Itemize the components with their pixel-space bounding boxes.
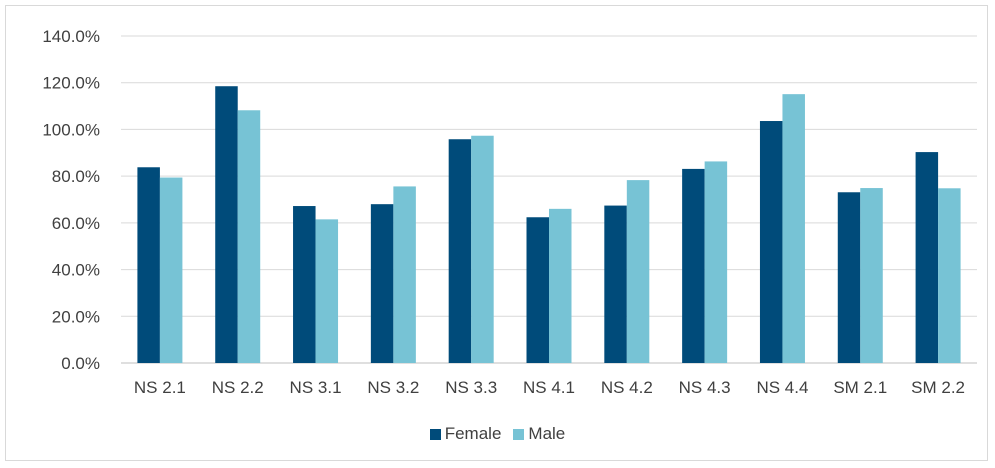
bar-male-ns-4-2: [626, 180, 650, 363]
legend-item-female: Female: [429, 424, 502, 444]
bar-male-sm-2-2: [938, 188, 961, 363]
bar-female-ns-2-2: [215, 86, 238, 363]
bar-male-ns-3-3: [471, 135, 494, 363]
legend-label-female: Female: [444, 424, 502, 443]
x-tick-label: NS 2.2: [212, 378, 264, 397]
x-tick-label: NS 4.4: [756, 378, 808, 397]
legend-item-male: Male: [513, 424, 565, 444]
y-tick-label: 40.0%: [52, 261, 100, 280]
legend-swatch-female: [429, 428, 441, 440]
gridlines: [121, 35, 977, 364]
bar-male-ns-2-2: [237, 110, 261, 363]
bar-female-ns-4-1: [526, 217, 549, 363]
bar-male-ns-4-4: [782, 94, 805, 363]
legend-swatch-male: [513, 428, 525, 440]
bar-female-ns-4-4: [759, 121, 783, 364]
bar-female-ns-3-1: [293, 206, 316, 363]
x-tick-label: NS 3.3: [445, 378, 497, 397]
x-tick-label: SM 2.1: [833, 378, 887, 397]
y-tick-label: 20.0%: [52, 307, 100, 326]
y-tick-label: 120.0%: [42, 74, 100, 93]
bars: [137, 86, 961, 364]
y-tick-label: 0.0%: [61, 354, 100, 373]
legend-label-male: Male: [528, 424, 566, 443]
bar-male-ns-4-3: [704, 161, 728, 363]
bar-female-ns-3-2: [370, 204, 394, 363]
bar-female-ns-4-2: [604, 205, 627, 363]
x-tick-label: NS 4.2: [601, 378, 653, 397]
x-tick-label: NS 4.1: [523, 378, 575, 397]
y-axis-tick-labels: 0.0% 20.0% 40.0% 60.0% 80.0% 100.0% 120.0% 140.…: [42, 27, 100, 373]
bar-male-ns-3-1: [315, 219, 339, 363]
bar-female-ns-4-3: [682, 168, 705, 363]
y-tick-label: 60.0%: [52, 214, 100, 233]
bar-female-ns-3-3: [448, 139, 472, 363]
x-tick-label: SM 2.2: [911, 378, 965, 397]
bar-female-sm-2-1: [837, 192, 861, 363]
x-tick-label: NS 3.2: [367, 378, 419, 397]
y-tick-label: 140.0%: [42, 27, 100, 46]
y-tick-label: 100.0%: [42, 120, 100, 139]
x-tick-label: NS 2.1: [134, 378, 186, 397]
bar-male-sm-2-1: [860, 188, 883, 363]
x-tick-label: NS 4.3: [679, 378, 731, 397]
bar-male-ns-4-1: [549, 208, 572, 363]
legend: Female Male: [0, 424, 995, 444]
x-axis-tick-labels: NS 2.1 NS 2.2 NS 3.1 NS 3.2 NS 3.3 NS 4.1 NS 4…: [134, 378, 965, 397]
bar-female-ns-2-1: [137, 167, 160, 363]
y-tick-label: 80.0%: [52, 167, 100, 186]
bar-male-ns-2-1: [159, 177, 183, 363]
bar-male-ns-3-2: [393, 186, 416, 363]
bar-female-sm-2-2: [915, 152, 939, 363]
x-tick-label: NS 3.1: [290, 378, 342, 397]
